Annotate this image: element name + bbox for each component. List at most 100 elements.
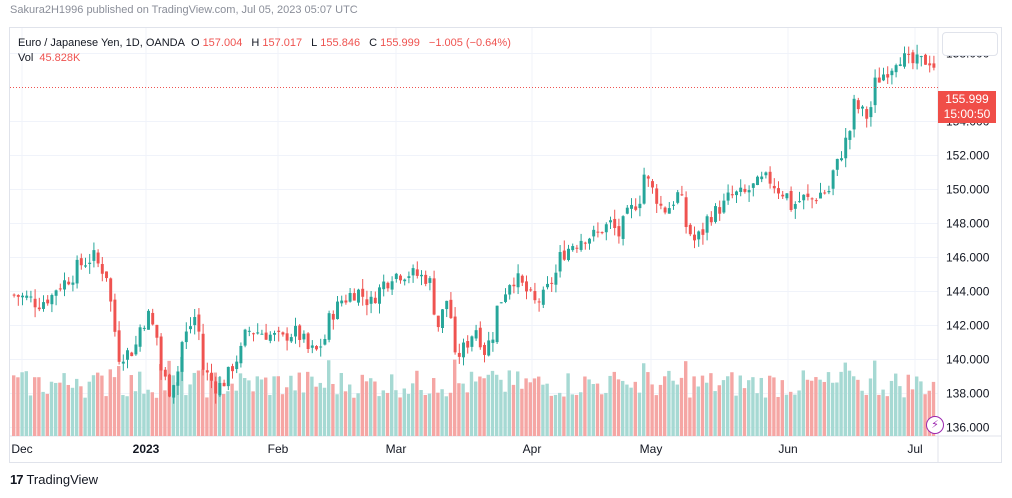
candle-body [235,361,239,370]
volume-bar [259,379,264,436]
volume-bar [604,392,608,436]
volume-bar [20,372,24,436]
candle-body [247,330,251,332]
volume-bar [390,374,394,436]
volume-bar [931,381,936,436]
volume-bar [285,387,289,436]
candle-body [298,325,302,340]
volume-bar [369,378,373,436]
candle-body [768,171,772,184]
volume-bar [234,390,238,436]
volume-bar [356,393,360,436]
candle-body [567,248,570,261]
candle-body [189,326,192,330]
candle-body [907,53,911,55]
lightning-icon[interactable]: ⚡ [926,416,944,434]
volume-bar [915,376,919,436]
candle-body [79,258,83,266]
volume-bar [280,394,285,436]
candle-body [352,293,356,301]
volume-bar [327,360,331,436]
candle-body [344,300,348,303]
y-tick-label: 144.000 [946,285,990,299]
ohlc-row: Euro / Japanese Yen, 1D, OANDA O 157.004 … [18,36,514,51]
volume-bar [154,397,159,436]
candle-body [802,194,806,201]
candle-body [831,170,835,189]
candle-body [415,269,419,276]
candle-body [281,332,285,335]
volume-bar [591,384,595,436]
volume-bar [322,387,327,436]
candle-body [886,74,890,78]
candle-body [520,275,524,283]
volume-bar [763,397,768,436]
candle-body [172,385,176,398]
candle-body [747,190,751,193]
volume-bar [902,397,906,436]
candle-body [575,247,579,249]
volume-bar [310,376,314,436]
volume-bar [797,390,801,436]
candle-body [634,206,638,210]
volume-bar [600,394,604,436]
volume-bar [45,393,49,436]
candle-body [819,192,822,199]
volume-label: Vol [18,52,34,64]
volume-bar [343,391,348,436]
candle-body [310,345,314,348]
volume-bar [772,377,776,436]
candle-body [806,193,810,197]
volume-bar [923,394,927,436]
volume-bar [742,388,747,436]
candle-body [932,63,936,68]
candle-body [814,200,818,202]
volume-bar [520,388,524,436]
candle-body [130,352,134,357]
candle-body [730,194,734,196]
volume-bar [570,394,574,436]
candle-body [142,327,146,329]
volume-bar [432,378,436,436]
x-tick-label: Mar [386,442,407,456]
candle-body [726,192,730,201]
candle-body [445,300,449,310]
candle-body [617,226,621,237]
volume-bar [864,394,868,436]
candle-body [550,282,554,284]
candle-body [21,295,24,298]
volume-bar [843,362,847,436]
volume-bar [16,377,20,436]
volume-bar [507,370,511,436]
volume-bar [205,397,209,436]
volume-bar [730,372,734,436]
candle-body [718,207,722,214]
candle-body [680,194,684,196]
volume-bar [167,360,171,436]
candle-body [583,242,587,244]
candle-body [134,344,138,355]
chart-settings-button[interactable] [942,32,998,56]
volume-bar [465,392,469,436]
candle-body [651,181,654,188]
volume-bar [784,394,789,436]
x-tick-label: 2023 [133,442,160,456]
volume-bar [440,389,444,436]
volume-bar [79,386,83,436]
volume-bar [776,396,780,436]
volume-bar [112,377,117,436]
candle-body [525,281,528,292]
volume-bar [117,366,121,436]
candle-body [898,64,902,66]
candle-body [252,333,255,335]
candle-body [869,107,873,118]
volume-bar [679,377,684,436]
candle-body [537,301,541,303]
x-tick-label: May [640,442,663,456]
candle-body [701,229,705,235]
volume-bar [713,391,717,436]
volume-bar [747,380,751,436]
candle-body [260,333,264,335]
candle-body [462,342,465,358]
